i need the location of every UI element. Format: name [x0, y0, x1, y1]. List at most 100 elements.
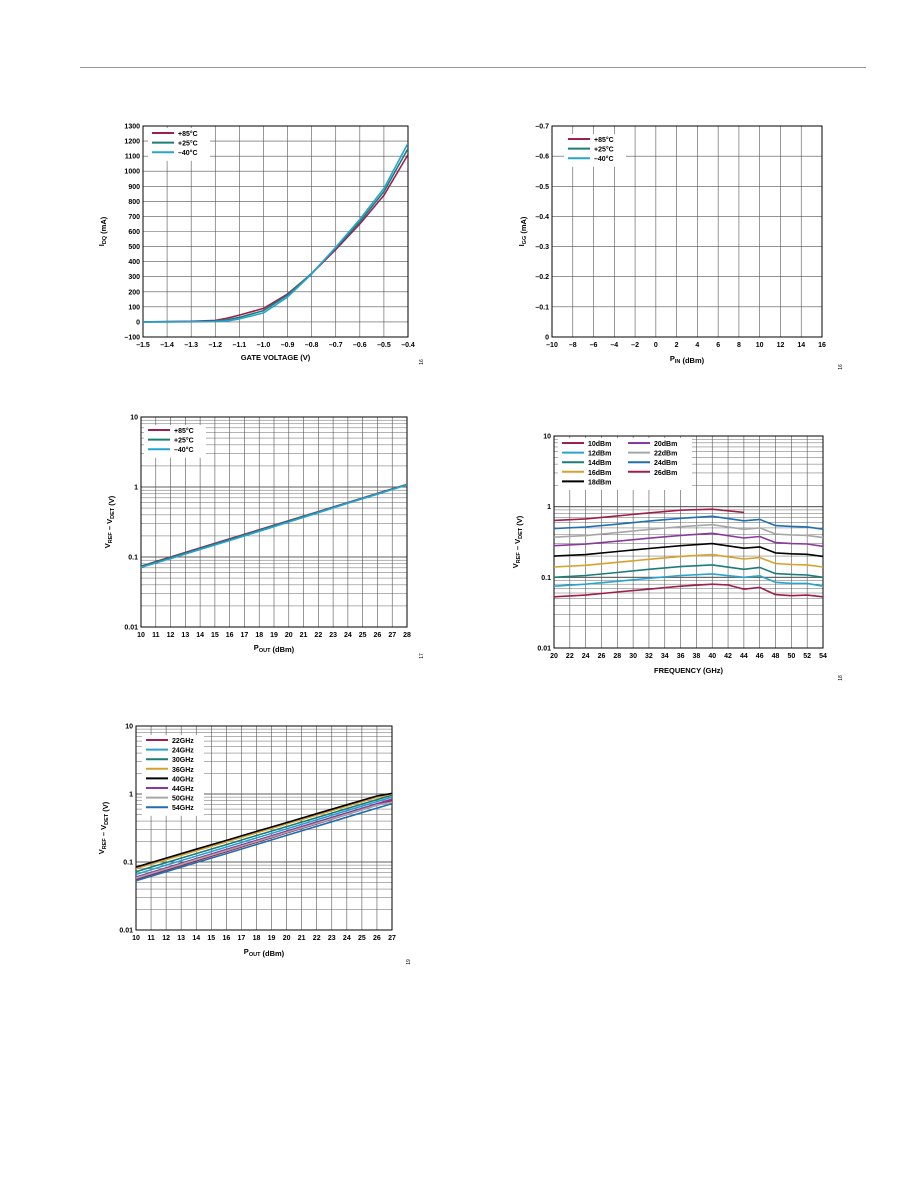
series-line-36ghz [136, 793, 392, 870]
x-tick-label: 24 [582, 653, 590, 660]
y-tick-label: 200 [128, 289, 140, 296]
x-tick-label: 48 [772, 653, 780, 660]
legend-label: 10dBm [588, 441, 611, 448]
x-tick-label: 50 [787, 653, 795, 660]
legend: +85°C +25°C–40°C [148, 128, 210, 161]
x-tick-label: 10 [756, 342, 764, 349]
x-tick-label: –1.2 [208, 342, 222, 349]
y-tick-label: 300 [128, 274, 140, 281]
series-line-40c [141, 484, 407, 569]
y-tick-label: –0.5 [535, 184, 549, 191]
y-tick-label: –0.1 [535, 304, 549, 311]
y-tick-label: 1200 [124, 139, 140, 146]
x-tick-label: 28 [613, 653, 621, 660]
x-tick-label: 22 [314, 632, 322, 639]
y-tick-label: 0 [545, 335, 549, 342]
legend-label: +85°C [594, 136, 614, 144]
x-tick-label: 10 [132, 935, 140, 942]
y-tick-label: 0.01 [537, 646, 551, 653]
x-tick-label: –4 [610, 342, 618, 349]
y-tick-label: 0.1 [123, 860, 133, 867]
series-line-22dbm [554, 523, 823, 539]
series-group [136, 792, 392, 882]
x-tick-label: 12 [167, 632, 175, 639]
x-tick-label: 26 [373, 935, 381, 942]
y-tick-label: –0.3 [535, 244, 549, 251]
x-tick-label: 22 [566, 653, 574, 660]
legend-label: –40°C [174, 446, 194, 454]
x-tick-label: –0.4 [401, 342, 415, 349]
y-tick-label: –0.7 [535, 124, 549, 131]
series-line-16dbm [554, 553, 823, 568]
x-tick-label: 16 [818, 342, 826, 349]
y-tick-label: 0.1 [128, 555, 138, 562]
x-tick-label: –1.3 [184, 342, 198, 349]
x-tick-label: 17 [241, 632, 249, 639]
y-tick-label: 10 [543, 434, 551, 441]
series-line-30ghz [136, 794, 392, 873]
y-tick-label: 100 [128, 304, 140, 311]
legend-label: +85°C [178, 130, 198, 138]
x-tick-label: –8 [569, 342, 577, 349]
plot-frame [553, 435, 824, 649]
x-tick-label: 11 [152, 632, 160, 639]
plot-frame [142, 125, 409, 338]
legend-label: 20dBm [654, 441, 677, 448]
y-axis-label: VREF – VDET (V) [97, 801, 110, 854]
x-tick-label: –0.8 [305, 342, 319, 349]
series-line-24dbm [554, 515, 823, 530]
x-tick-label: 15 [207, 935, 215, 942]
x-tick-label: 21 [298, 935, 306, 942]
figure-id: 16 [838, 364, 844, 370]
y-tick-label: 1100 [125, 154, 140, 161]
y-tick-label: 0 [136, 319, 140, 326]
x-tick-label: 0 [654, 342, 658, 349]
legend-label: 26dBm [654, 470, 677, 477]
x-tick-label: 19 [268, 935, 276, 942]
y-axis-label: IDQ (mA) [97, 216, 108, 246]
x-tick-label: 8 [737, 342, 741, 349]
y-tick-label: 600 [128, 229, 140, 236]
x-tick-label: –6 [590, 342, 598, 349]
x-tick-label: 13 [177, 935, 185, 942]
x-tick-label: –2 [631, 342, 639, 349]
x-tick-label: –10 [546, 342, 558, 349]
x-tick-label: 24 [344, 632, 352, 639]
series-line-50ghz [136, 801, 392, 879]
x-tick-label: 28 [403, 632, 411, 639]
figure-id: 18 [838, 675, 844, 681]
legend-label: +85°C [174, 427, 194, 435]
x-tick-label: 32 [645, 653, 653, 660]
x-tick-label: –1.5 [136, 342, 150, 349]
series-line-14dbm [554, 564, 823, 579]
x-tick-label: –1.4 [160, 342, 174, 349]
legend-label: +25°C [178, 140, 198, 148]
x-tick-label: 12 [777, 342, 785, 349]
y-tick-label: 1 [129, 792, 133, 799]
x-axis-label: PIN (dBm) [670, 354, 705, 365]
y-tick-label: 0.01 [119, 928, 133, 935]
figure-id: 19 [406, 959, 412, 965]
y-tick-label: 900 [128, 184, 140, 191]
x-tick-label: –1.0 [257, 342, 271, 349]
series-line-20dbm [554, 532, 823, 548]
y-tick-label: 400 [128, 259, 140, 266]
legend-label: 30GHz [172, 757, 194, 764]
x-tick-label: 38 [693, 653, 701, 660]
legend-label: –40°C [178, 149, 198, 157]
legend-label: 24dBm [654, 460, 677, 467]
figure-id: 16 [419, 359, 425, 365]
x-tick-label: 6 [716, 342, 720, 349]
x-tick-label: 24 [343, 935, 351, 942]
y-tick-label: 800 [128, 199, 140, 206]
y-tick-label: 1 [547, 504, 551, 511]
legend-label: 12dBm [588, 451, 611, 458]
x-tick-label: 42 [724, 653, 732, 660]
legend-label: 22dBm [654, 451, 677, 458]
series-line-24ghz [136, 796, 392, 876]
y-tick-label: –0.6 [535, 154, 549, 161]
x-tick-label: 25 [358, 935, 366, 942]
plot-frame [135, 725, 393, 931]
x-tick-label: 23 [329, 632, 337, 639]
legend: +85°C +25°C–40°C [144, 425, 206, 458]
